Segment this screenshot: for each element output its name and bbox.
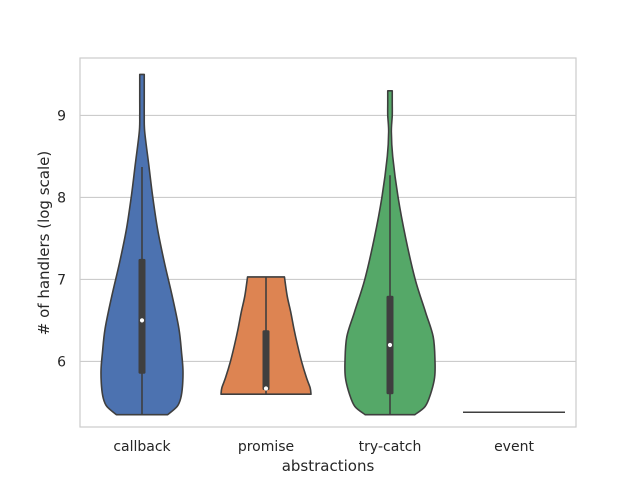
violin-callback: [100, 73, 184, 416]
x-tick-labels: callback promise try-catch event: [113, 439, 534, 455]
y-tick-labels: 6 7 8 9: [57, 108, 66, 370]
x-tick-label-try-catch: try-catch: [359, 439, 422, 455]
y-tick-label: 8: [57, 190, 66, 206]
violin-try-catch: [344, 90, 436, 416]
x-tick-label-event: event: [494, 439, 534, 455]
y-tick-label: 7: [57, 272, 66, 288]
median-marker-promise: [263, 386, 269, 391]
x-tick-label-promise: promise: [238, 439, 294, 455]
median-marker-try-catch: [387, 342, 393, 348]
y-tick-label: 9: [57, 108, 66, 124]
x-tick-label-callback: callback: [113, 439, 171, 455]
plot-frame: [79, 57, 577, 428]
y-tick-label: 6: [57, 354, 66, 370]
y-axis-title: # of handlers (log scale): [35, 151, 53, 335]
iqr-box-callback: [138, 258, 146, 374]
iqr-box-promise: [262, 330, 270, 391]
violins: [100, 73, 565, 416]
violin-promise: [220, 276, 312, 395]
median-marker-callback: [139, 318, 145, 323]
x-axis-title: abstractions: [282, 457, 375, 475]
